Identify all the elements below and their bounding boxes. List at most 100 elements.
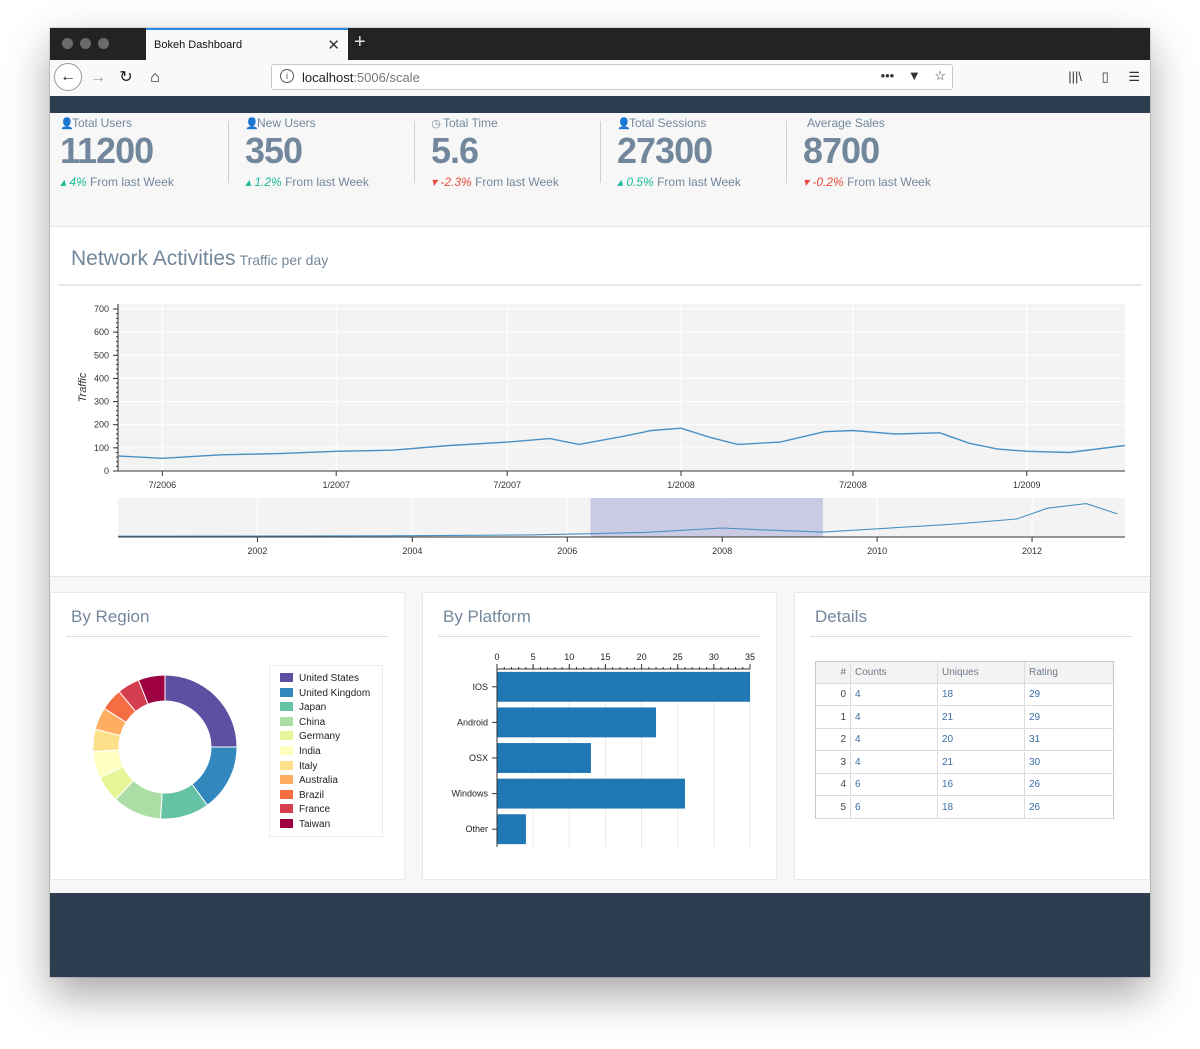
table-cell[interactable]: 3 xyxy=(816,751,851,774)
close-tab-icon[interactable]: ✕ xyxy=(327,37,340,54)
library-icon[interactable]: |||\ xyxy=(1068,69,1082,84)
divider xyxy=(228,121,229,183)
caret-up-icon: ▴ xyxy=(617,175,627,189)
stat-label: New Users xyxy=(257,116,316,130)
caret-down-icon: ▾ xyxy=(431,175,441,189)
caret-up-icon: ▴ xyxy=(245,175,255,189)
divider xyxy=(438,636,760,637)
network-traffic-chart[interactable]: 0 100 200 300 400 500 600 700 7/2006 1/2007 7/2007… xyxy=(50,227,1150,576)
table-cell[interactable]: 26 xyxy=(1025,796,1113,819)
menu-icon[interactable]: ☰ xyxy=(1128,69,1140,84)
table-cell[interactable]: 6 xyxy=(851,774,938,796)
table-cell[interactable]: 26 xyxy=(1025,774,1113,796)
table-cell[interactable]: 2 xyxy=(816,729,851,751)
plot-background xyxy=(118,304,1125,471)
legend-label: Australia xyxy=(299,775,338,787)
column-header[interactable]: Rating xyxy=(1025,662,1113,684)
column-header[interactable]: Uniques xyxy=(938,662,1025,684)
top-navigation-band xyxy=(50,96,1150,113)
platform-bar-chart[interactable]: 0 5 10 15 20 25 30 35 IOS Android OSX Windows Other xyxy=(423,641,778,881)
table-cell[interactable]: 4 xyxy=(816,774,851,796)
x-tick-label: 5 xyxy=(531,652,536,662)
table-cell[interactable]: 31 xyxy=(1025,729,1113,751)
panel-title: Network Activities Traffic per day xyxy=(71,247,328,271)
stat-total-time: ◷ Total Time 5.6 ▾ -2.3% From last Week xyxy=(431,113,601,213)
minimize-window-button[interactable] xyxy=(80,38,91,49)
table-cell[interactable]: 16 xyxy=(938,774,1025,796)
table-cell[interactable]: 20 xyxy=(938,729,1025,751)
footer-band xyxy=(50,893,1150,977)
tab-bar: Bokeh Dashboard ✕ + xyxy=(50,28,1150,60)
table-cell[interactable]: 1 xyxy=(816,706,851,729)
stat-new-users: 👤New Users 350 ▴ 1.2% From last Week xyxy=(245,113,415,213)
y-axis-label: Traffic xyxy=(77,372,89,402)
x-tick-label: 1/2007 xyxy=(322,480,350,490)
browser-tab[interactable]: Bokeh Dashboard ✕ xyxy=(146,28,348,60)
column-header[interactable]: # xyxy=(816,662,851,684)
table-cell[interactable]: 18 xyxy=(938,684,1025,706)
bar xyxy=(497,743,591,773)
table-cell[interactable]: 29 xyxy=(1025,684,1113,706)
x-tick-label: 35 xyxy=(745,652,755,662)
legend-item: Taiwan xyxy=(280,819,330,830)
table-cell[interactable]: 4 xyxy=(851,751,938,774)
overview-line xyxy=(117,503,1118,537)
table-cell[interactable]: 6 xyxy=(851,796,938,819)
y-tick-label: Other xyxy=(465,824,488,834)
by-region-panel: By Region United States United Kingdom Jap… xyxy=(50,592,405,880)
stat-suffix: From last Week xyxy=(285,175,369,189)
bar xyxy=(497,814,526,845)
details-panel: Details # Counts Uniques Rating 0 4 18 29 1 4 21 29… xyxy=(794,592,1150,880)
panel-title: By Region xyxy=(71,607,150,626)
table-cell[interactable]: 21 xyxy=(938,751,1025,774)
forward-button[interactable]: → xyxy=(90,69,106,86)
table-cell[interactable]: 30 xyxy=(1025,751,1113,774)
user-icon: 👤 xyxy=(617,118,631,130)
url-text[interactable]: localhost:5006/scale xyxy=(302,70,420,85)
x-tick-label: 2004 xyxy=(402,546,422,556)
close-window-button[interactable] xyxy=(62,38,73,49)
legend-swatch xyxy=(280,673,293,682)
more-actions-icon[interactable]: ••• xyxy=(880,68,895,83)
sidebar-icon[interactable]: ▯ xyxy=(1101,69,1109,84)
y-tick-label: OSX xyxy=(469,753,488,763)
reload-icon[interactable]: ↻ xyxy=(119,69,133,86)
bookmark-star-icon[interactable]: ☆ xyxy=(934,68,946,83)
y-tick-label: IOS xyxy=(472,682,488,692)
panel-title: By Platform xyxy=(443,607,531,626)
pocket-icon[interactable]: ▼ xyxy=(907,68,921,83)
details-table[interactable]: # Counts Uniques Rating 0 4 18 29 1 4 21 29 2 4 20 31 3 4… xyxy=(815,661,1114,819)
new-tab-icon[interactable]: + xyxy=(354,31,366,53)
x-tick-label: 2002 xyxy=(247,546,267,556)
info-icon[interactable]: i xyxy=(280,69,294,83)
maximize-window-button[interactable] xyxy=(98,38,109,49)
table-cell[interactable]: 4 xyxy=(851,706,938,729)
legend-swatch xyxy=(280,819,293,828)
x-tick-label: 7/2007 xyxy=(493,480,521,490)
legend-item: France xyxy=(280,804,330,815)
url-bar[interactable]: i localhost:5006/scale ••• ▼ ☆ xyxy=(271,64,953,90)
legend-label: China xyxy=(299,716,326,728)
x-tick-label: 1/2009 xyxy=(1013,480,1041,490)
table-cell[interactable]: 4 xyxy=(851,729,938,751)
column-header[interactable]: Counts xyxy=(851,662,938,684)
user-icon: 👤 xyxy=(60,118,74,130)
stat-change: 0.5% xyxy=(626,175,654,189)
caret-down-icon: ▾ xyxy=(803,175,813,189)
region-donut-chart[interactable] xyxy=(65,647,265,847)
table-cell[interactable]: 29 xyxy=(1025,706,1113,729)
tab-title: Bokeh Dashboard xyxy=(154,39,243,51)
table-cell[interactable]: 5 xyxy=(816,796,851,819)
stat-label: Average Sales xyxy=(807,116,885,130)
home-icon[interactable]: ⌂ xyxy=(150,69,160,86)
stat-total-users: 👤Total Users 11200 ▴ 4% From last Week xyxy=(60,113,230,213)
table-cell[interactable]: 0 xyxy=(816,684,851,706)
table-cell[interactable]: 18 xyxy=(938,796,1025,819)
stat-change: -0.2% xyxy=(812,175,844,189)
x-tick-label: 2010 xyxy=(867,546,887,556)
back-button[interactable]: ← xyxy=(54,63,82,91)
bar xyxy=(497,778,685,809)
table-cell[interactable]: 21 xyxy=(938,706,1025,729)
legend-item: India xyxy=(280,746,321,757)
table-cell[interactable]: 4 xyxy=(851,684,938,706)
